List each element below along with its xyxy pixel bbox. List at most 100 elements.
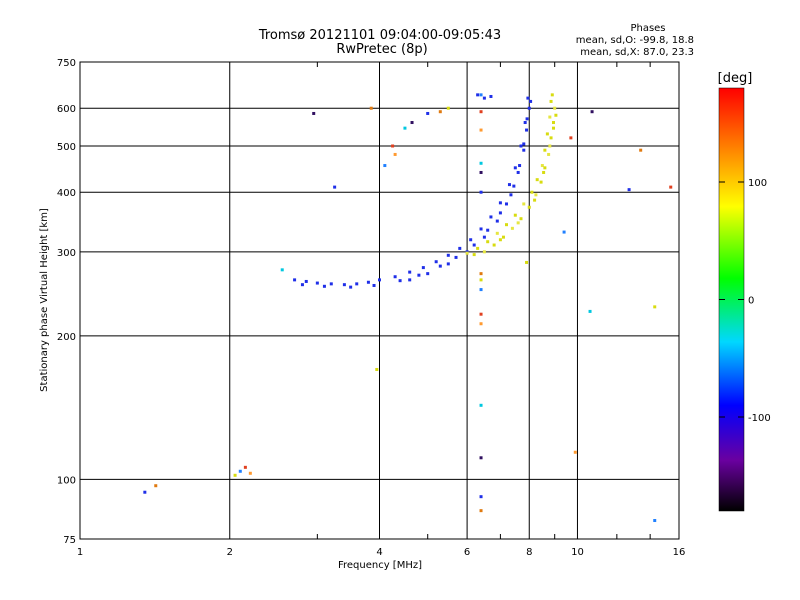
data-point xyxy=(553,106,557,110)
data-point xyxy=(482,96,486,100)
y-tick-label: 75 xyxy=(63,535,76,546)
data-point xyxy=(233,473,237,477)
y-axis-label: Stationary phase Virtual Height [km] xyxy=(39,208,50,392)
data-point xyxy=(535,178,539,182)
data-point xyxy=(590,110,594,114)
data-point xyxy=(548,144,552,148)
data-point xyxy=(627,188,631,192)
data-point xyxy=(378,278,381,282)
data-point xyxy=(426,111,430,115)
stats-line-o: mean, sd,O: -99.8, 18.8 xyxy=(576,35,694,46)
x-tick-label: 8 xyxy=(526,547,532,558)
data-point xyxy=(669,185,673,189)
data-point xyxy=(417,273,421,277)
data-point xyxy=(504,202,508,206)
data-points xyxy=(143,93,673,523)
data-point xyxy=(454,255,458,259)
x-tick-label: 1 xyxy=(77,547,83,558)
y-tick-label: 400 xyxy=(57,188,76,199)
data-point xyxy=(458,246,462,250)
data-point xyxy=(530,190,534,194)
data-point xyxy=(243,465,247,469)
data-point xyxy=(482,250,486,254)
chart-subtitle: RwPretec (8p) xyxy=(336,42,427,57)
data-point xyxy=(476,93,480,97)
x-tick-label: 6 xyxy=(464,547,470,558)
y-tick-label: 300 xyxy=(57,248,76,259)
data-point xyxy=(472,243,476,247)
data-point xyxy=(489,215,493,219)
data-point xyxy=(393,275,397,279)
data-point xyxy=(293,278,297,282)
data-point xyxy=(479,161,483,165)
data-point xyxy=(492,243,496,247)
data-point xyxy=(489,94,493,98)
colorbar-tick-label: -100 xyxy=(748,413,771,424)
y-tick-label: 200 xyxy=(57,332,76,343)
data-point xyxy=(315,281,319,285)
data-point xyxy=(446,262,450,266)
data-point xyxy=(525,128,529,132)
data-point xyxy=(238,469,242,473)
data-point xyxy=(469,238,473,242)
x-axis: 1 2 4 6 8 10 16 xyxy=(77,62,685,558)
data-point xyxy=(465,251,469,255)
data-point xyxy=(588,309,592,313)
data-point xyxy=(551,121,555,125)
stats-line-x: mean, sd,X: 87.0, 23.3 xyxy=(580,47,694,58)
data-point xyxy=(533,198,537,202)
data-point xyxy=(504,223,508,227)
data-point xyxy=(479,278,483,282)
data-point xyxy=(479,170,483,174)
data-point xyxy=(479,110,483,114)
data-point xyxy=(519,144,523,148)
data-point xyxy=(547,152,551,156)
data-point xyxy=(653,305,657,309)
colorbar-tick-label: 0 xyxy=(748,296,754,307)
data-point xyxy=(543,148,547,152)
data-point xyxy=(486,228,490,232)
data-point xyxy=(369,106,373,110)
data-point xyxy=(479,456,483,460)
data-point xyxy=(550,93,554,97)
data-point xyxy=(322,284,326,288)
data-point xyxy=(516,170,520,174)
data-point xyxy=(393,152,397,156)
colorbar-ticks: 100 0 -100 xyxy=(719,178,771,424)
data-point xyxy=(573,450,577,454)
data-point xyxy=(549,136,553,140)
data-point xyxy=(403,126,407,130)
data-point xyxy=(513,213,517,217)
data-point xyxy=(539,180,543,184)
data-point xyxy=(513,166,517,170)
data-point xyxy=(408,270,412,274)
colorbar-tick-label: 100 xyxy=(748,178,767,189)
data-point xyxy=(479,312,483,316)
data-point xyxy=(476,246,480,250)
data-point xyxy=(438,110,442,114)
data-point xyxy=(540,164,544,168)
data-point xyxy=(248,471,252,475)
y-tick-label: 600 xyxy=(57,104,76,115)
data-point xyxy=(479,128,483,132)
data-point xyxy=(486,240,490,244)
data-point xyxy=(510,226,514,230)
data-point xyxy=(398,279,402,283)
data-point xyxy=(551,126,555,130)
data-point xyxy=(355,282,359,286)
data-point xyxy=(501,235,505,239)
data-point xyxy=(312,111,316,115)
data-point xyxy=(527,205,531,209)
data-point xyxy=(554,113,558,117)
x-tick-label: 2 xyxy=(227,547,233,558)
data-point xyxy=(446,253,450,257)
data-point xyxy=(498,201,502,205)
stats-heading: Phases xyxy=(630,23,665,34)
data-point xyxy=(653,519,657,523)
y-tick-label: 750 xyxy=(57,58,76,69)
data-point xyxy=(543,166,547,170)
data-point xyxy=(482,235,486,239)
data-point xyxy=(304,279,308,283)
data-point xyxy=(372,283,376,287)
